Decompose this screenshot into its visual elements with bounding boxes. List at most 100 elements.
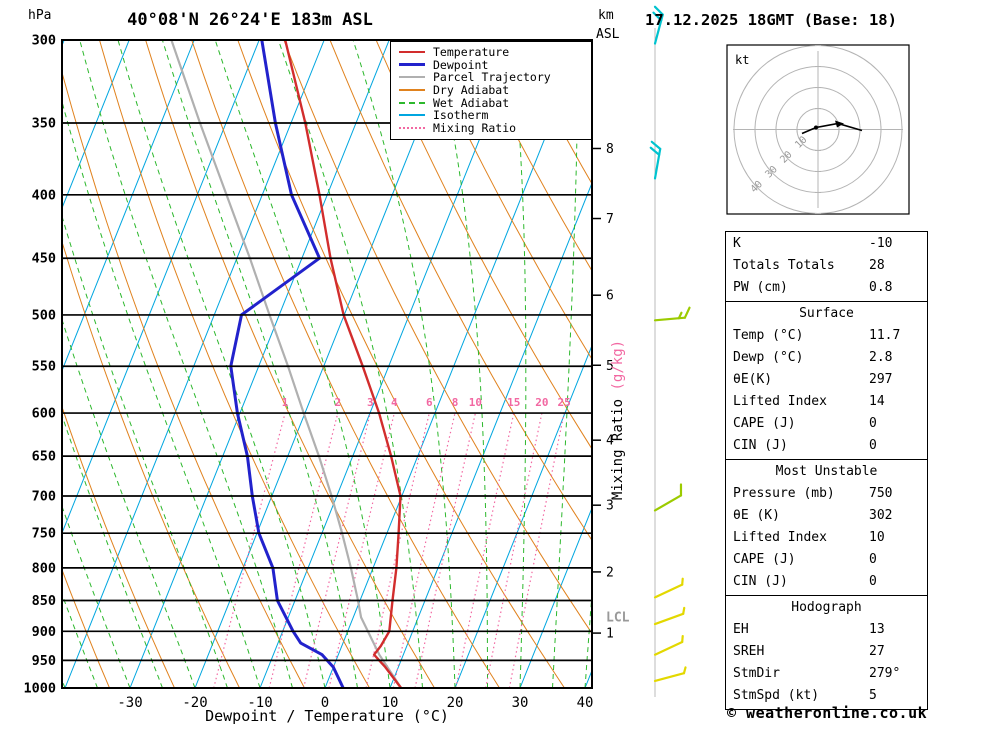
stat-label: Dewp (°C) [733, 350, 804, 365]
stat-row: StmDir 279° [726, 663, 927, 685]
pressure-tick-label: 950 [32, 653, 56, 669]
stat-label: CAPE (J) [733, 416, 796, 431]
stat-label: PW (cm) [733, 280, 788, 295]
stat-value: 0 [869, 552, 877, 567]
stat-row: EH 13 [726, 619, 927, 641]
legend-label: Wet Adiabat [433, 95, 510, 110]
mixing-ratio-value-label: 1 [282, 396, 289, 409]
km-tick-label: 4 [606, 434, 614, 449]
wind-barb [653, 577, 684, 599]
stat-row: Lifted Index 10 [726, 527, 927, 549]
pressure-tick-label: 400 [32, 187, 56, 203]
pressure-tick-label: 600 [32, 406, 56, 422]
stat-label: K [733, 236, 741, 251]
pressure-tick-label: 450 [32, 251, 56, 267]
stat-row: Dewp (°C) 2.8 [726, 347, 927, 369]
stat-label: θE (K) [733, 508, 780, 523]
mixing-ratio-value-label: 6 [426, 396, 433, 409]
km-tick-label: 7 [606, 212, 614, 227]
pressure-tick-label: 550 [32, 359, 56, 375]
hodograph-trace-point [814, 125, 818, 130]
legend-item-wet-adiabat: Wet Adiabat [399, 96, 585, 109]
stat-value: 302 [869, 508, 893, 523]
temperature-tick-label: -20 [182, 695, 207, 711]
pressure-tick-label: 900 [32, 624, 56, 640]
wind-barb [653, 483, 683, 512]
wind-barb [652, 5, 664, 45]
plot-frame [61, 39, 593, 689]
mixing-ratio-value-label: 15 [507, 396, 520, 409]
station-title: 40°08'N 26°24'E 183m ASL [127, 10, 373, 30]
stat-value: 14 [869, 394, 885, 409]
stat-value: 5 [869, 688, 877, 703]
stat-value: 2.8 [869, 350, 893, 365]
legend-item-isotherm: Isotherm [399, 109, 585, 122]
mixing-ratio-value-label: 10 [469, 396, 482, 409]
altitude-axis-unit-asl: ASL [596, 27, 620, 42]
legend-item-temperature: Temperature [399, 46, 585, 59]
km-tick-label: 8 [606, 142, 614, 157]
legend-line-swatch [399, 89, 425, 92]
temperature-curve [284, 40, 403, 688]
stat-value: 750 [869, 486, 893, 501]
wind-barb [653, 634, 684, 656]
stat-row: CAPE (J) 0 [726, 549, 927, 571]
stat-value: 297 [869, 372, 893, 387]
temperature-tick-label: 10 [382, 695, 399, 711]
pressure-tick-label: 350 [32, 115, 56, 131]
temperature-tick-label: 0 [321, 695, 329, 711]
stat-label: Lifted Index [733, 394, 827, 409]
stat-value: 11.7 [869, 328, 901, 343]
stat-value: 13 [869, 622, 885, 637]
legend-item-mixing-ratio: Mixing Ratio [399, 122, 585, 135]
legend-line-swatch [399, 126, 425, 129]
stats-section-header: Hodograph [791, 600, 862, 615]
legend-item-parcel-trajectory: Parcel Trajectory [399, 71, 585, 84]
legend-label: Temperature [433, 45, 510, 60]
pressure-tick-label: 850 [32, 593, 56, 609]
pressure-tick-label: 800 [32, 560, 56, 576]
legend-line-swatch [399, 63, 425, 67]
mixing-ratio-value-label: 2 [334, 396, 341, 409]
stat-value: 279° [869, 666, 901, 681]
indices-table: K -10 Totals Totals 28 PW (cm) 0.8 Surface Temp… [725, 231, 928, 710]
stat-label: Totals Totals [733, 258, 835, 273]
stat-label: EH [733, 622, 749, 637]
x-axis-label: Dewpoint / Temperature (°C) [205, 707, 449, 725]
km-tick-label: 5 [606, 359, 614, 374]
stat-row: PW (cm) 0.8 [726, 277, 927, 299]
stat-label: StmDir [733, 666, 780, 681]
stat-value: 27 [869, 644, 885, 659]
wind-barb [653, 606, 686, 626]
pressure-tick-label: 300 [32, 33, 56, 49]
mixing-ratio-value-label: 20 [535, 396, 548, 409]
legend-label: Mixing Ratio [433, 120, 517, 135]
pressure-tick-label: 750 [32, 526, 56, 542]
parcel-trajectory-curve [170, 40, 403, 688]
legend-label: Dry Adiabat [433, 83, 510, 98]
stat-label: Pressure (mb) [733, 486, 835, 501]
temperature-tick-label: 20 [447, 695, 464, 711]
stat-label: CIN (J) [733, 438, 788, 453]
mixing-ratio-value-label: 4 [391, 396, 398, 409]
legend-label: Dewpoint [433, 57, 489, 72]
km-tick-label: 1 [606, 627, 614, 642]
stats-section-header: Surface [799, 306, 854, 321]
temperature-tick-label: -10 [247, 695, 272, 711]
wind-barb [653, 666, 687, 683]
stat-value: -10 [869, 236, 893, 251]
mixing-ratio-value-label: 25 [557, 396, 570, 409]
mixing-ratio-axis-label: Mixing Ratio (g/kg) [610, 340, 626, 500]
stat-value: 28 [869, 258, 885, 273]
stat-label: θE(K) [733, 372, 773, 387]
stat-label: StmSpd (kt) [733, 688, 820, 703]
stat-row: Pressure (mb) 750 [726, 483, 927, 505]
legend-label: Parcel Trajectory [433, 70, 551, 85]
temperature-tick-label: -30 [117, 695, 142, 711]
legend-label: Isotherm [433, 108, 489, 123]
mixing-ratio-value-label: 3 [367, 396, 374, 409]
pressure-tick-label: 1000 [23, 681, 56, 697]
